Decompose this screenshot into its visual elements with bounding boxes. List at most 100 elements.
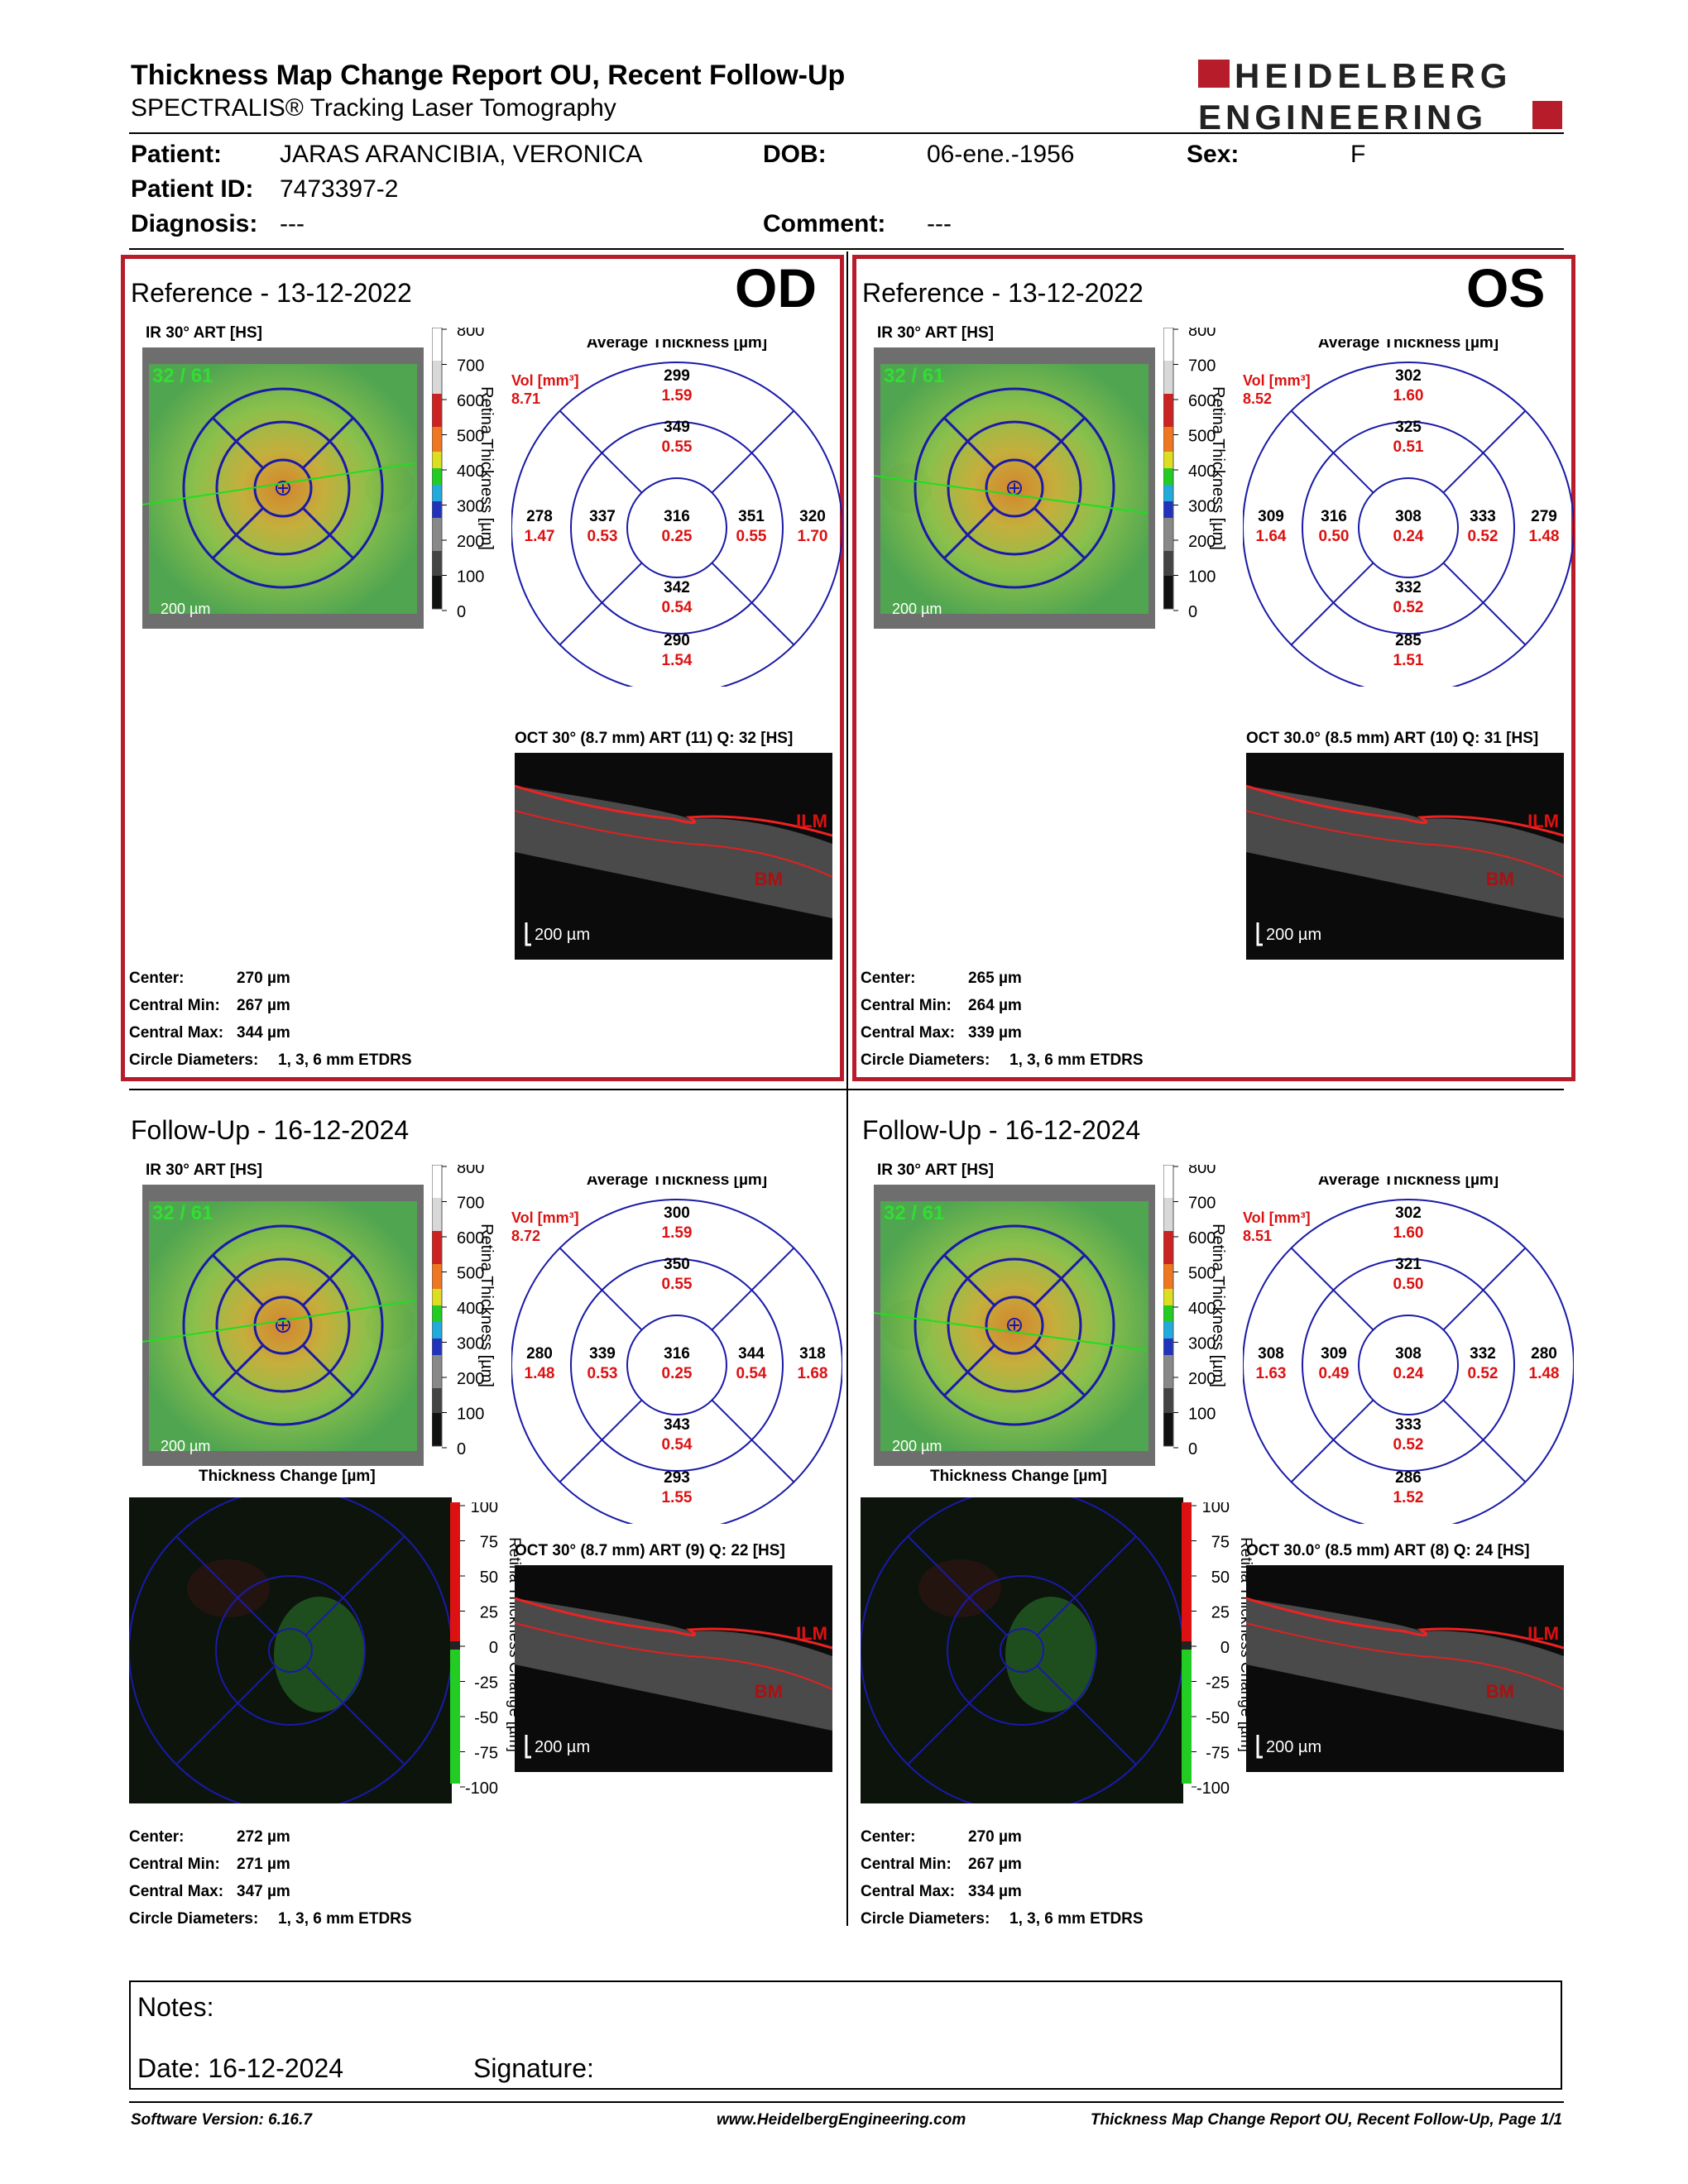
sector-thickness: 308 [1395,1345,1422,1363]
comment-label: Comment: [763,210,886,237]
etdrs-grid: Average Thickness [µm] Vol [mm³]8.52 302 1.… [1243,339,1574,687]
sector-volume: 1.70 [798,528,828,545]
sector-thickness: 351 [738,508,765,525]
sector-volume: 0.54 [662,599,693,616]
sector-thickness: 316 [1321,508,1347,525]
sector-thickness: 308 [1258,1345,1284,1363]
volume-label: Vol [mm³] [1243,372,1311,389]
scale-tick: 300 [457,1335,484,1353]
average-thickness-title: Average Thickness [µm] [1318,1176,1499,1189]
change-tick: 50 [480,1569,498,1587]
scale-tick: 600 [1188,392,1216,410]
scale-tick: 0 [457,1440,466,1458]
volume-value: 8.71 [511,390,540,407]
oct-bscan-image: ILM BM 200 µm [1246,753,1564,960]
sector-volume: 0.49 [1319,1365,1350,1382]
change-tick: 100 [1202,1502,1230,1516]
sector-volume: 1.47 [525,528,555,545]
sector-thickness: 309 [1258,508,1284,525]
sector-thickness: 316 [664,508,690,525]
sector-volume: 0.24 [1393,1365,1424,1382]
scale-tick: 0 [1188,1440,1197,1458]
sector-thickness: 309 [1321,1345,1347,1363]
change-tick: 75 [480,1534,498,1552]
sector-volume: 0.51 [1393,438,1424,456]
sector-thickness: 332 [1395,579,1422,596]
page-footer: Thickness Map Change Report OU, Recent F… [1090,2111,1562,2129]
scale-axis-label: Retina Thickness [µm] [477,386,496,550]
oct-bscan-image: ILM BM 200 µm [1246,1565,1564,1772]
sector-thickness: 333 [1395,1416,1422,1434]
circle-diameters-value: 1, 3, 6 mm ETDRS [278,1051,412,1069]
oct-scale-label: 200 µm [535,926,590,944]
scale-tick: 100 [457,568,484,587]
sector-volume: 0.55 [736,528,767,545]
ilm-label: ILM [796,1623,827,1644]
patient-id-value: 7473397-2 [280,175,399,203]
sector-volume: 0.54 [736,1365,767,1382]
scale-tick: 700 [1188,357,1216,376]
circle-diameters-value: 1, 3, 6 mm ETDRS [1009,1910,1144,1928]
scale-tick: 300 [457,498,484,516]
ilm-label: ILM [1527,1623,1559,1644]
scale-tick: 800 [457,328,484,340]
scale-tick: 800 [1188,328,1216,340]
sector-volume: 0.25 [662,1365,693,1382]
thickness-map-fundus: 32 / 61 200 µm [142,347,424,629]
scale-tick: 400 [457,462,484,481]
scale-axis-label: Retina Thickness [µm] [477,1224,496,1387]
eye-label: OS [1466,257,1546,318]
report-title: Thickness Map Change Report OU, Recent F… [131,60,846,91]
sector-thickness: 299 [664,367,690,385]
sector-volume: 0.53 [587,528,618,545]
panel-title: Follow-Up - 16-12-2024 [862,1115,1141,1145]
scale-tick: 700 [457,357,484,376]
scale-tick: 200 [457,1370,484,1388]
etdrs-grid: Average Thickness [µm] Vol [mm³] 8.51 302 1.… [1243,1176,1574,1524]
ir-label: IR 30° ART [HS] [877,1161,994,1179]
sector-thickness: 333 [1470,508,1496,525]
sector-thickness: 302 [1395,367,1422,385]
sector-volume: 1.52 [1393,1489,1424,1506]
thickness-change-title: Thickness Change [µm] [199,1468,376,1485]
sector-volume: 1.59 [662,1224,693,1242]
fixation-count: 32 / 61 [152,1202,213,1224]
average-thickness-title: Average Thickness [µm] [587,1176,767,1189]
sector-thickness: 278 [526,508,553,525]
diagnosis-value: --- [280,210,305,237]
scale-tick: 500 [457,428,484,446]
etdrs-grid: Average Thickness [µm] Vol [mm³] 8.72 300 1.… [511,1176,842,1524]
sector-volume: 1.60 [1393,1224,1424,1242]
change-tick: -100 [465,1779,498,1798]
change-tick: -50 [1206,1709,1230,1727]
ir-label: IR 30° ART [HS] [146,1161,262,1179]
circle-diameters-label: Circle Diameters: [129,1910,259,1928]
stat-label: Central Max: [861,1883,956,1900]
change-tick: 0 [489,1639,498,1657]
thickness-color-scale: 800 700 600 500 400 300 200 100 0 Retina Thicknes… [432,1165,496,1458]
notes-box[interactable]: Notes: Date: 16-12-2024 Signature: [129,1980,1562,2090]
scale-label: 200 µm [892,601,942,617]
sector-thickness: 316 [664,1345,690,1363]
sector-volume: 1.59 [662,387,693,405]
oct-scale-label: 200 µm [1266,926,1321,944]
stat-value: 272 µm [237,1828,290,1846]
patient-id-label: Patient ID: [131,175,254,203]
website-link[interactable]: www.HeidelbergEngineering.com [717,2111,966,2129]
scale-tick: 400 [1188,1300,1216,1318]
thickness-change-map [129,1497,452,1803]
volume-label: Vol [mm³] [511,372,579,389]
eye-label: OD [735,257,817,318]
sex-label: Sex: [1187,141,1240,168]
sector-volume: 0.52 [1393,599,1424,616]
oct-label: OCT 30.0° (8.5 mm) ART (10) Q: 31 [HS] [1246,730,1539,747]
volume-value: 8.51 [1243,1228,1272,1244]
ir-label: IR 30° ART [HS] [146,324,262,342]
sector-thickness: 344 [738,1345,765,1363]
stat-value: 347 µm [237,1883,290,1900]
notes-label: Notes: [137,1992,214,2022]
sector-volume: 1.54 [662,652,693,669]
sector-thickness: 290 [664,632,690,649]
date-label: Date: 16-12-2024 [137,2053,344,2083]
sector-volume: 1.48 [525,1365,555,1382]
